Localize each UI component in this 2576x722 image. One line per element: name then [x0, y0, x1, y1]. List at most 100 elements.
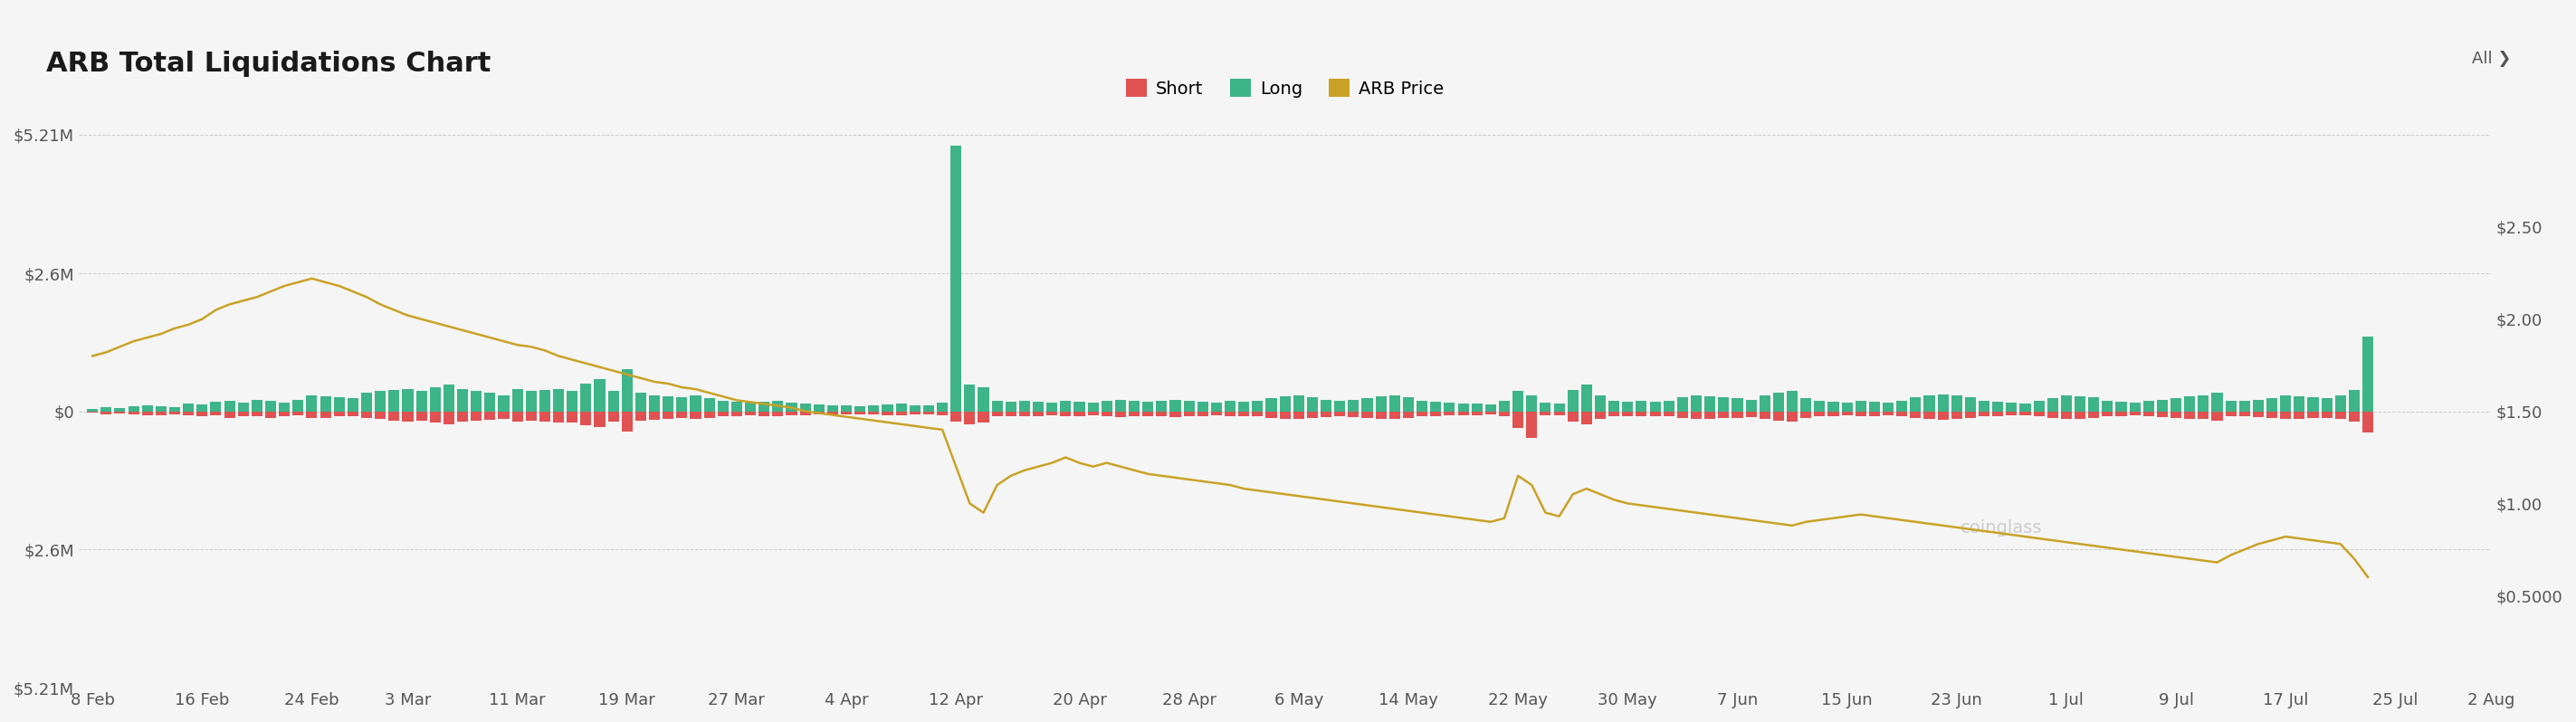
- Bar: [1306, 398, 1319, 412]
- Bar: [1115, 412, 1126, 417]
- Bar: [361, 393, 371, 412]
- Bar: [1842, 412, 1852, 416]
- Bar: [484, 393, 495, 412]
- Bar: [567, 412, 577, 422]
- Bar: [1801, 398, 1811, 412]
- Bar: [1978, 401, 1989, 412]
- Bar: [1499, 412, 1510, 417]
- Bar: [2334, 396, 2347, 412]
- Bar: [1582, 412, 1592, 425]
- Bar: [1224, 412, 1236, 417]
- Bar: [1404, 398, 1414, 412]
- Bar: [951, 146, 961, 412]
- Bar: [196, 404, 209, 412]
- Bar: [1705, 396, 1716, 412]
- Bar: [1321, 412, 1332, 417]
- Bar: [719, 401, 729, 412]
- Bar: [1347, 399, 1360, 412]
- Bar: [662, 396, 675, 412]
- Bar: [2130, 412, 2141, 416]
- Bar: [621, 412, 634, 432]
- Bar: [1677, 412, 1687, 418]
- Bar: [456, 389, 469, 412]
- Bar: [992, 401, 1002, 412]
- Bar: [224, 401, 234, 412]
- Bar: [951, 412, 961, 422]
- Text: All ❯: All ❯: [2473, 51, 2512, 67]
- Bar: [319, 412, 330, 417]
- Legend: Short, Long, ARB Price: Short, Long, ARB Price: [1118, 71, 1450, 105]
- Bar: [1759, 396, 1770, 412]
- Bar: [2007, 403, 2017, 412]
- Bar: [1870, 412, 1880, 416]
- Bar: [1033, 401, 1043, 412]
- Bar: [142, 405, 152, 412]
- Bar: [294, 400, 304, 412]
- Bar: [1363, 399, 1373, 412]
- Bar: [497, 396, 510, 412]
- Bar: [827, 405, 837, 412]
- Bar: [2213, 412, 2223, 420]
- Bar: [963, 385, 976, 412]
- Bar: [1512, 412, 1522, 428]
- Bar: [1471, 404, 1481, 412]
- Bar: [1388, 396, 1401, 412]
- Bar: [2172, 412, 2182, 417]
- Bar: [1582, 385, 1592, 412]
- Bar: [1103, 412, 1113, 417]
- Bar: [1731, 412, 1744, 417]
- Bar: [2074, 412, 2087, 419]
- Bar: [1950, 396, 1963, 412]
- Bar: [361, 412, 371, 418]
- Bar: [855, 406, 866, 412]
- Bar: [2089, 412, 2099, 418]
- Bar: [1252, 412, 1262, 417]
- Bar: [100, 412, 111, 414]
- Bar: [430, 412, 440, 422]
- Bar: [1705, 412, 1716, 419]
- Bar: [1718, 398, 1728, 412]
- Bar: [1252, 401, 1262, 412]
- Bar: [2197, 396, 2208, 412]
- Bar: [1978, 412, 1989, 417]
- Bar: [2197, 412, 2208, 419]
- Bar: [1759, 412, 1770, 419]
- Bar: [155, 412, 167, 415]
- Bar: [2226, 401, 2236, 412]
- Bar: [415, 412, 428, 421]
- Bar: [497, 412, 510, 419]
- Text: ARB Total Liquidations Chart: ARB Total Liquidations Chart: [46, 51, 492, 77]
- Bar: [1363, 412, 1373, 417]
- Bar: [2089, 398, 2099, 412]
- Bar: [1198, 412, 1208, 416]
- Bar: [1376, 412, 1386, 419]
- Bar: [1649, 412, 1662, 416]
- Bar: [1239, 401, 1249, 412]
- Bar: [307, 396, 317, 412]
- Bar: [595, 380, 605, 412]
- Bar: [526, 391, 536, 412]
- Bar: [1471, 412, 1481, 415]
- Bar: [2156, 412, 2169, 417]
- Bar: [1074, 401, 1084, 412]
- Bar: [1499, 401, 1510, 412]
- Bar: [278, 402, 291, 412]
- Bar: [1909, 398, 1922, 412]
- Bar: [1458, 412, 1468, 415]
- Bar: [649, 396, 659, 412]
- Bar: [1623, 412, 1633, 416]
- Bar: [2156, 399, 2169, 412]
- Bar: [868, 412, 878, 414]
- Bar: [402, 412, 412, 422]
- Bar: [636, 393, 647, 412]
- Bar: [348, 412, 358, 416]
- Bar: [744, 412, 755, 416]
- Bar: [1141, 412, 1154, 416]
- Bar: [1677, 398, 1687, 412]
- Bar: [252, 412, 263, 416]
- Bar: [1855, 401, 1865, 412]
- Bar: [1430, 412, 1440, 416]
- Bar: [335, 412, 345, 417]
- Bar: [456, 412, 469, 422]
- Bar: [1718, 412, 1728, 418]
